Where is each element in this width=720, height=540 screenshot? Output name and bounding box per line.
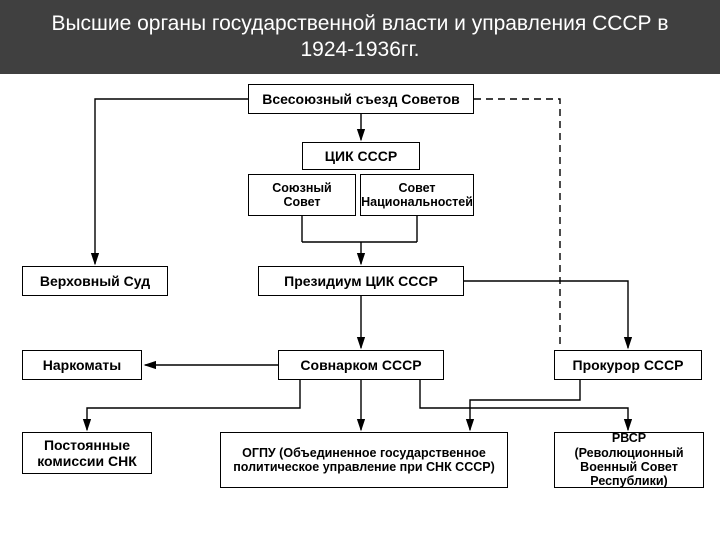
node-sovet-nats: Совет Национальностей bbox=[360, 174, 474, 216]
node-cik: ЦИК СССР bbox=[302, 142, 420, 170]
node-soyuz-sovet: Союзный Совет bbox=[248, 174, 356, 216]
slide-title: Высшие органы государственной власти и у… bbox=[0, 0, 720, 74]
node-presidium: Президиум ЦИК СССР bbox=[258, 266, 464, 296]
node-ogpu: ОГПУ (Объединенное государственное полит… bbox=[220, 432, 508, 488]
node-prokuror: Прокурор СССР bbox=[554, 350, 702, 380]
node-sovnarkom: Совнарком СССР bbox=[278, 350, 444, 380]
node-narkomaty: Наркоматы bbox=[22, 350, 142, 380]
node-congress: Всесоюзный съезд Советов bbox=[248, 84, 474, 114]
diagram-stage: Всесоюзный съезд Советов ЦИК СССР Союзны… bbox=[0, 74, 720, 540]
node-rvsr: РВСР (Революционный Военный Совет Респуб… bbox=[554, 432, 704, 488]
node-supreme-court: Верховный Суд bbox=[22, 266, 168, 296]
node-post-komissii: Постоянные комиссии СНК bbox=[22, 432, 152, 474]
